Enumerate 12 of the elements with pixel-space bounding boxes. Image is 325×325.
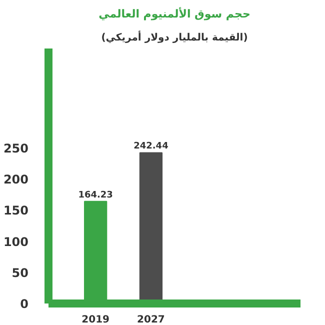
x-tick-label: 2019	[82, 314, 110, 325]
data-label: 164.23	[78, 190, 113, 200]
x-tick-label: 2027	[137, 314, 165, 325]
data-label: 242.44	[134, 142, 168, 152]
chart-title: حجم سوق الألمنيوم العالمي	[98, 6, 250, 20]
y-tick-label: 50	[12, 266, 29, 280]
y-tick-label: 100	[3, 234, 29, 249]
y-tick-label: 250	[3, 142, 29, 156]
chart-subtitle: (القيمة بالمليار دولار أمريكي)	[101, 30, 248, 44]
y-tick-label: 0	[20, 297, 29, 311]
y-tick-label: 150	[3, 204, 29, 218]
y-tick-label: 200	[3, 172, 29, 187]
